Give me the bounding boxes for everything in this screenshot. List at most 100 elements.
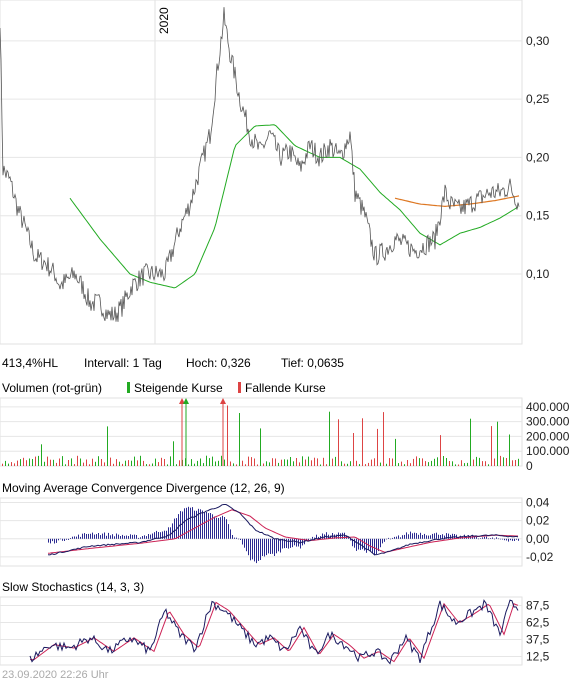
volume-bar [104,462,105,466]
macd-hist-bar [114,536,115,539]
volume-tick-label: 0 [526,459,533,473]
volume-bar [230,461,231,466]
macd-hist-bar [192,507,193,539]
macd-hist-bar [500,538,501,540]
macd-hist-bar [490,538,491,539]
macd-hist-bar [306,538,307,540]
macd-hist-bar [96,534,97,539]
macd-hist-bar [374,538,375,556]
volume-bar [224,459,225,466]
volume-bar [134,456,135,466]
macd-signal-line [47,509,518,554]
macd-hist-bar [246,538,247,552]
macd-hist-bar [314,537,315,539]
macd-hist-bar [486,536,487,539]
stoch-plot-frame [0,596,523,666]
stoch-axis: 87,5 62,5 37,5 12,5 [526,599,550,664]
volume-bar [494,458,495,466]
volume-bar [377,428,378,466]
volume-bar [122,463,123,466]
volume-bar [317,458,318,466]
macd-hist-bar [444,535,445,539]
volume-bar [119,461,120,466]
volume-bar [41,444,42,466]
volume-bar [251,457,252,466]
macd-hist-bar [118,534,119,539]
volume-bar [158,462,159,466]
volume-bar [296,458,297,466]
volume-bar [8,463,9,466]
macd-hist-bar [488,538,489,540]
volume-bar [497,421,498,466]
macd-hist-bar [250,538,251,561]
macd-hist-bar [352,538,353,547]
macd-hist-bar [362,538,363,550]
volume-bar [227,405,228,466]
macd-hist-bar [208,513,209,539]
volume-bar [347,463,348,466]
volume-bar [338,419,339,466]
volume-bar [302,456,303,466]
volume-bar [470,418,471,466]
volume-bar [344,463,345,466]
macd-hist-bar [196,510,197,539]
volume-overflow-arrows [179,398,226,466]
price-tick-label: 0,15 [526,209,550,223]
volume-bar [356,460,357,466]
volume-bar [392,458,393,466]
volume-bar [149,464,150,466]
macd-hist-bar [270,538,271,554]
macd-hist-bar [510,538,511,541]
macd-hist-bar [78,534,79,539]
volume-bar [437,457,438,466]
volume-bar [167,464,168,466]
macd-hist-bar [296,538,297,547]
macd-hist-bar [284,538,285,549]
macd-hist-bar [410,531,411,539]
macd-hist-bar [226,519,227,539]
volume-panel: Volumen (rot-grün) Steigende Kurse Falle… [0,381,570,473]
macd-hist-bar [278,538,279,552]
macd-hist-bar [238,538,239,540]
macd-hist-bar [508,538,509,542]
macd-hist-bar [260,538,261,560]
macd-hist-bar [384,538,385,542]
volume-tick-label: 200.000 [526,429,570,443]
volume-bar [479,457,480,466]
volume-bar [353,433,354,466]
macd-hist-bar [318,536,319,539]
macd-hist-bar [48,538,49,543]
legend-down-label: Fallende Kurse [245,381,326,395]
macd-hist-bar [102,533,103,539]
macd-hist-bar [276,538,277,554]
macd-hist-bar [176,518,177,539]
stoch-panel: Slow Stochastics (14, 3, 3) 87,5 62,5 37,5… [0,580,550,666]
volume-bar [440,435,441,466]
volume-bar [401,461,402,466]
volume-bar [77,455,78,466]
macd-hist-bar [168,527,169,539]
volume-bar [191,459,192,466]
volume-bar [299,462,300,466]
macd-hist-bar [110,535,111,539]
volume-bar [32,459,33,466]
volume-bar [314,457,315,466]
macd-hist-bar [90,533,91,539]
macd-hist-bar [84,533,85,539]
volume-bar [131,460,132,466]
volume-bar [164,459,165,466]
macd-hist-bar [164,530,165,539]
macd-hist-bar [440,535,441,539]
price-line [0,7,520,322]
macd-panel: Moving Average Convergence Divergence (1… [0,481,554,567]
macd-hist-bar [138,537,139,539]
volume-bar [269,462,270,466]
volume-bar [248,456,249,466]
macd-hist-bar [124,535,125,539]
macd-hist-bar [88,533,89,539]
volume-bar [218,460,219,466]
macd-hist-bar [386,538,387,540]
volume-bar [320,464,321,466]
macd-tick-label: 0,02 [526,514,550,528]
price-tick-label: 0,20 [526,150,550,164]
